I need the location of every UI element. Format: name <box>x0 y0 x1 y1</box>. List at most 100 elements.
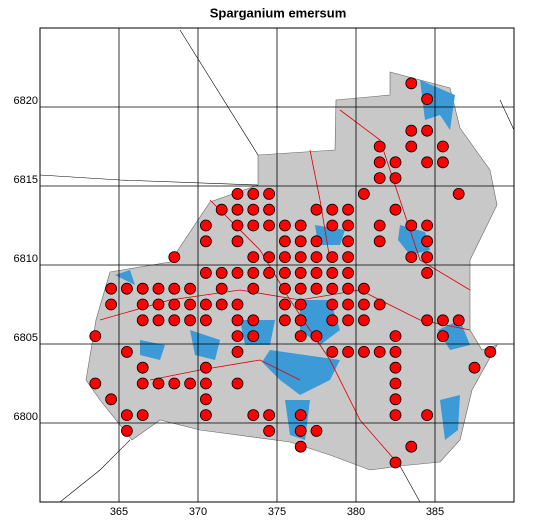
record-dot <box>152 314 165 327</box>
record-dot <box>310 282 323 295</box>
roads <box>99 109 471 467</box>
record-dot <box>278 298 291 311</box>
record-dot <box>405 219 418 232</box>
record-dot <box>373 140 386 153</box>
record-dot <box>247 282 260 295</box>
record-dot <box>342 298 355 311</box>
record-dot <box>436 330 449 343</box>
record-dot <box>136 361 149 374</box>
record-dot <box>468 361 481 374</box>
record-dot <box>310 424 323 437</box>
record-dot <box>294 314 307 327</box>
record-dot <box>199 409 212 422</box>
record-dot <box>168 314 181 327</box>
map-title: Sparganium emersum <box>210 5 347 20</box>
record-dot <box>89 330 102 343</box>
y-tick-label: 6805 <box>14 332 38 344</box>
record-dot <box>342 266 355 279</box>
record-dot <box>421 156 434 169</box>
record-dot <box>215 266 228 279</box>
record-dot <box>215 282 228 295</box>
record-dot <box>231 187 244 200</box>
record-dot <box>199 235 212 248</box>
record-dot <box>421 266 434 279</box>
record-dot <box>373 298 386 311</box>
y-tick-label: 6810 <box>14 253 38 265</box>
record-dot <box>357 187 370 200</box>
record-dot <box>326 314 339 327</box>
record-dot <box>421 219 434 232</box>
record-dot <box>326 251 339 264</box>
record-dot <box>342 235 355 248</box>
record-dot <box>389 393 402 406</box>
record-dot <box>199 298 212 311</box>
record-dot <box>389 345 402 358</box>
record-dot <box>452 314 465 327</box>
record-dot <box>389 172 402 185</box>
record-dot <box>105 282 117 295</box>
record-dot <box>184 282 197 295</box>
record-dot <box>342 282 355 295</box>
record-dot <box>405 440 418 453</box>
borders <box>39 29 515 503</box>
record-dot <box>326 219 339 232</box>
y-tick-label: 6815 <box>14 174 38 186</box>
record-dot <box>136 377 149 390</box>
record-dot <box>294 219 307 232</box>
x-tick-label: 375 <box>268 506 286 518</box>
record-dot <box>168 377 181 390</box>
record-dot <box>263 203 276 216</box>
record-dot <box>326 203 339 216</box>
lakes <box>115 80 470 440</box>
record-dot <box>231 235 244 248</box>
record-dot <box>247 203 260 216</box>
record-dot <box>152 377 165 390</box>
record-dot <box>421 251 434 264</box>
record-dot <box>199 377 212 390</box>
record-dot <box>342 251 355 264</box>
record-dot <box>310 203 323 216</box>
x-tick-label: 370 <box>189 506 207 518</box>
record-dot <box>436 140 449 153</box>
record-dot <box>294 440 307 453</box>
record-dot <box>247 409 260 422</box>
y-tick-label: 6820 <box>14 95 38 107</box>
record-dot <box>199 393 212 406</box>
record-dot <box>421 409 434 422</box>
record-dot <box>389 330 402 343</box>
record-dot <box>247 251 260 264</box>
record-dot <box>263 251 276 264</box>
record-dot <box>294 251 307 264</box>
record-dot <box>342 203 355 216</box>
record-dot <box>436 156 449 169</box>
record-dot <box>121 424 133 437</box>
x-tick-label: 365 <box>110 506 128 518</box>
record-dot <box>278 282 291 295</box>
record-dot <box>247 330 260 343</box>
record-dot <box>263 187 276 200</box>
record-dot <box>326 345 339 358</box>
record-dot <box>247 187 260 200</box>
record-dot <box>373 172 386 185</box>
record-dot <box>136 298 149 311</box>
record-dot <box>373 156 386 169</box>
record-dot <box>294 424 307 437</box>
record-dot <box>294 409 307 422</box>
grid <box>40 28 514 502</box>
record-dot <box>373 219 386 232</box>
record-dot <box>168 298 181 311</box>
record-dot <box>310 251 323 264</box>
record-dot <box>168 282 181 295</box>
record-dot <box>199 266 212 279</box>
record-dot <box>105 393 117 406</box>
record-dot <box>184 377 197 390</box>
record-dot <box>421 314 434 327</box>
record-dot <box>294 235 307 248</box>
record-dot <box>263 219 276 232</box>
record-dot <box>405 251 418 264</box>
record-dot <box>310 266 323 279</box>
record-dot <box>184 298 197 311</box>
record-dot <box>389 456 402 469</box>
record-dot <box>389 409 402 422</box>
record-dot <box>215 298 228 311</box>
